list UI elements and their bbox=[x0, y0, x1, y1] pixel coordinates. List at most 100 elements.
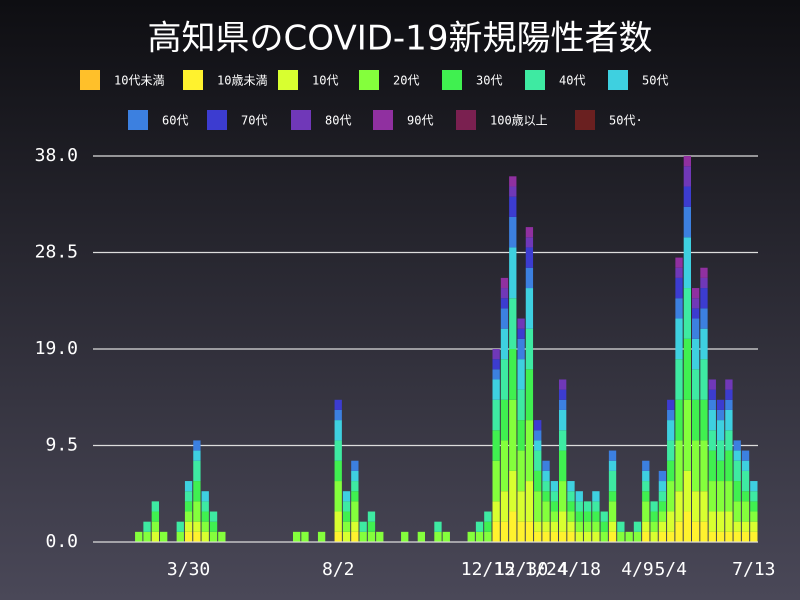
bar-segment bbox=[492, 349, 500, 360]
bar-segment bbox=[725, 450, 733, 482]
bar-segment bbox=[700, 328, 708, 360]
legend-swatch bbox=[80, 70, 100, 90]
bar-segment bbox=[492, 379, 500, 400]
bar-segment bbox=[608, 470, 617, 492]
bar-segment bbox=[692, 369, 700, 400]
bar-segment bbox=[575, 491, 583, 502]
legend-label: 90代 bbox=[407, 114, 433, 128]
x-tick-label: 4/9 bbox=[621, 559, 654, 580]
legend-swatch bbox=[359, 70, 379, 90]
bar-segment bbox=[376, 531, 384, 542]
bar-segment bbox=[583, 501, 592, 512]
bar-segment bbox=[517, 491, 525, 522]
bar-segment bbox=[517, 328, 525, 339]
bar-segment bbox=[567, 511, 575, 522]
bar-segment bbox=[509, 399, 517, 471]
bar-segment bbox=[317, 531, 326, 542]
legend-label: 20代 bbox=[393, 74, 419, 88]
bar-segment bbox=[342, 491, 351, 502]
bar-segment bbox=[184, 521, 193, 532]
bar-segment bbox=[667, 460, 675, 482]
bar-segment bbox=[700, 308, 708, 329]
bar-segment bbox=[667, 409, 675, 421]
legend-label: 50代 bbox=[642, 74, 668, 88]
bar-segment bbox=[201, 491, 209, 502]
bar-segment bbox=[176, 531, 184, 542]
legend-label: 10代 bbox=[312, 74, 338, 88]
bar-segment bbox=[500, 521, 509, 542]
bar-segment bbox=[667, 531, 675, 542]
bar-segment bbox=[351, 460, 359, 471]
bar-segment bbox=[716, 420, 725, 441]
bar-segment bbox=[617, 521, 625, 532]
bar-segment bbox=[650, 501, 658, 512]
bar-segment bbox=[500, 288, 509, 299]
bar-segment bbox=[708, 379, 716, 390]
x-tick-label: 4/18 bbox=[558, 559, 601, 580]
bar-segment bbox=[575, 521, 583, 532]
bar-segment bbox=[534, 521, 542, 532]
bar-segment bbox=[692, 288, 700, 299]
bar-segment bbox=[650, 511, 658, 522]
bar-segment bbox=[692, 440, 700, 492]
bar-segment bbox=[550, 501, 558, 512]
bar-segment bbox=[658, 491, 667, 502]
bar-segment bbox=[525, 288, 534, 329]
bar-segment bbox=[675, 440, 683, 492]
bar-segment bbox=[692, 399, 700, 441]
bar-segment bbox=[143, 531, 151, 542]
bar-segment bbox=[692, 338, 700, 370]
x-tick-label: 1/24 bbox=[524, 559, 567, 580]
bar-segment bbox=[592, 491, 600, 502]
bar-segment bbox=[334, 409, 342, 421]
bar-segment bbox=[151, 531, 159, 542]
legend-label: 80代 bbox=[325, 114, 351, 128]
bar-segment bbox=[334, 481, 342, 512]
bar-segment bbox=[725, 531, 733, 542]
bar-segment bbox=[550, 481, 558, 492]
bar-segment bbox=[667, 399, 675, 410]
bar-segment bbox=[600, 511, 608, 522]
bar-segment bbox=[567, 531, 575, 542]
bar-segment bbox=[509, 247, 517, 299]
bar-segment bbox=[342, 531, 351, 542]
bar-segment bbox=[592, 511, 600, 522]
x-tick-label: 5/4 bbox=[654, 559, 687, 580]
bar-segment bbox=[525, 369, 534, 421]
bar-segment bbox=[417, 531, 425, 542]
bar-segment bbox=[567, 481, 575, 492]
bar-segment bbox=[201, 521, 209, 532]
bar-segment bbox=[658, 481, 667, 492]
bar-segment bbox=[542, 501, 550, 522]
legend-label: 100歳以上 bbox=[490, 114, 548, 128]
bar-segment bbox=[342, 511, 351, 522]
bar-segment bbox=[700, 521, 708, 542]
bar-segment bbox=[716, 511, 725, 532]
bar-segment bbox=[534, 450, 542, 471]
bar-segment bbox=[193, 531, 201, 542]
bar-segment bbox=[700, 267, 708, 278]
bar-segment bbox=[492, 359, 500, 370]
bar-segment bbox=[741, 491, 750, 502]
bar-segment bbox=[351, 481, 359, 492]
bar-segment bbox=[367, 511, 376, 522]
bar-segment bbox=[359, 531, 367, 542]
bar-segment bbox=[741, 501, 750, 522]
bar-segment bbox=[683, 166, 691, 187]
bar-segment bbox=[642, 470, 650, 482]
bar-segment bbox=[509, 216, 517, 248]
bar-segment bbox=[492, 430, 500, 461]
bar-segment bbox=[176, 521, 184, 532]
legend-label: 40代 bbox=[559, 74, 585, 88]
y-tick-label: 19.0 bbox=[35, 338, 78, 359]
bar-segment bbox=[559, 389, 567, 400]
bar-segment bbox=[301, 531, 309, 542]
bar-segment bbox=[351, 491, 359, 502]
bar-segment bbox=[351, 531, 359, 542]
bar-segment bbox=[683, 156, 691, 167]
legend-swatch bbox=[291, 110, 311, 130]
bar-segment bbox=[658, 531, 667, 542]
bar-segment bbox=[475, 531, 484, 542]
bar-segment bbox=[700, 399, 708, 441]
bar-segment bbox=[509, 186, 517, 197]
